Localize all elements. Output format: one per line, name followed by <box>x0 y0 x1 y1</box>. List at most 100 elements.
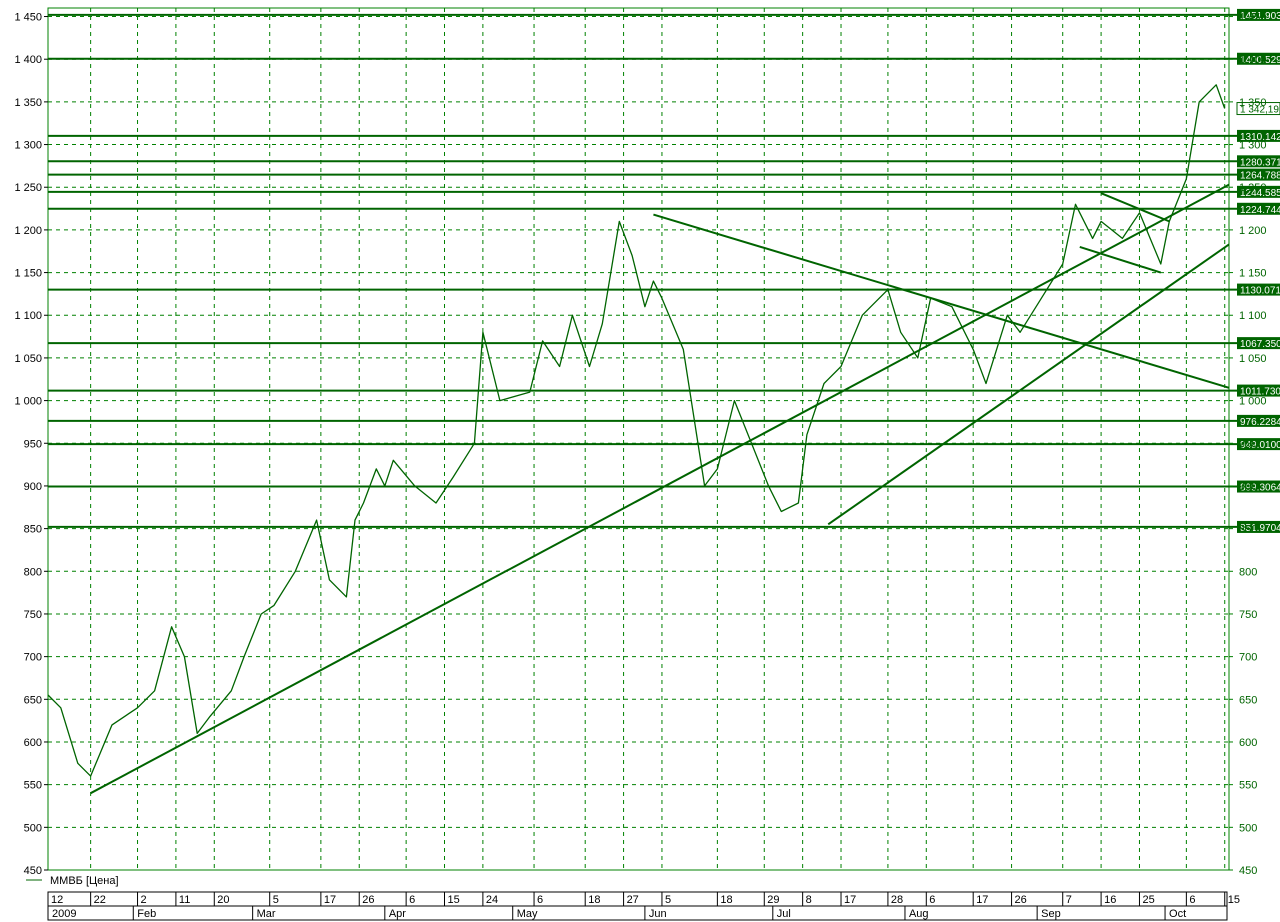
level-label: 1130.071 <box>1240 286 1280 297</box>
y-tick-label-right: 550 <box>1239 780 1257 792</box>
y-tick-label-right: 600 <box>1239 737 1257 749</box>
x-day-label: 5 <box>665 894 671 906</box>
y-tick-label-right: 1 000 <box>1239 396 1267 408</box>
y-tick-label-right: 500 <box>1239 822 1257 834</box>
x-month-label: Feb <box>137 908 156 920</box>
level-label-box <box>1237 337 1280 350</box>
y-tick-label: 1 300 <box>14 140 42 152</box>
y-tick-label: 1 450 <box>14 12 42 24</box>
x-day-label: 7 <box>1066 894 1072 906</box>
y-tick-label: 1 100 <box>14 310 42 322</box>
x-month-label: Sep <box>1041 908 1061 920</box>
level-label-box <box>1237 414 1280 427</box>
y-tick-label-right: 450 <box>1239 865 1257 877</box>
trendline <box>90 183 1230 795</box>
y-tick-label-right: 700 <box>1239 652 1257 664</box>
y-tick-label: 650 <box>24 694 42 706</box>
level-label-box <box>1237 155 1280 168</box>
x-day-label: 26 <box>362 894 374 906</box>
level-label-box <box>1237 168 1280 181</box>
x-day-label: 28 <box>891 894 903 906</box>
x-day-label: 6 <box>929 894 935 906</box>
trendline <box>653 213 1230 389</box>
y-tick-label: 1 150 <box>14 268 42 280</box>
trendlines <box>90 183 1230 795</box>
y-tick-label-right: 1 350 <box>1239 97 1267 109</box>
x-day-label: 17 <box>844 894 856 906</box>
y-tick-label: 1 400 <box>14 54 42 66</box>
level-lines: 1451.903 1400.529 1310.142 1280.371 1264.788… <box>48 8 1280 534</box>
level-label-box <box>1237 384 1280 397</box>
legend: ММВБ [Цена] <box>26 875 119 887</box>
y-axis-right: 1 450 1 400 1 350 1 300 1 250 1 200 1 150 1 100… <box>1229 12 1267 877</box>
x-day-label: 6 <box>409 894 415 906</box>
y-tick-label-right: 1 300 <box>1239 140 1267 152</box>
x-day-label: 11 <box>179 894 190 906</box>
x-day-label: 27 <box>627 894 639 906</box>
x-day-label: 15 <box>448 894 460 906</box>
trendline <box>1100 192 1170 223</box>
level-label: 1264.788 <box>1240 171 1280 182</box>
x-day-label: 15 <box>1228 894 1240 906</box>
y-tick-label: 850 <box>24 524 42 536</box>
y-tick-label-right: 1 400 <box>1239 54 1267 66</box>
level-label-box <box>1237 129 1280 142</box>
x-day-label: 6 <box>537 894 543 906</box>
y-axis-left: 1 450 1 400 1 350 1 300 1 250 1 200 1 150 1 100… <box>14 12 48 877</box>
level-label: 949.0100 <box>1240 440 1280 451</box>
level-label: 899.3064 <box>1240 483 1280 494</box>
y-tick-label-right: 1 450 <box>1239 12 1267 24</box>
y-tick-label: 1 000 <box>14 396 42 408</box>
x-day-label: 17 <box>976 894 988 906</box>
trendline <box>1079 246 1162 274</box>
y-tick-label-right: 750 <box>1239 609 1257 621</box>
level-label: 1011.730 <box>1240 387 1280 398</box>
y-tick-label-right: 1 150 <box>1239 268 1267 280</box>
level-label: 976.2284 <box>1240 417 1280 428</box>
level-label: 1451.903 <box>1240 11 1280 22</box>
y-tick-label: 600 <box>24 737 42 749</box>
x-day-label: 12 <box>51 894 63 906</box>
x-month-label: Mar <box>257 908 276 920</box>
level-label-box <box>1237 438 1280 451</box>
x-day-label: 6 <box>1189 894 1195 906</box>
x-month-label: 2009 <box>52 908 76 920</box>
y-tick-label: 1 200 <box>14 225 42 237</box>
y-tick-label-right: 1 100 <box>1239 310 1267 322</box>
y-tick-label: 500 <box>24 822 42 834</box>
level-label-box <box>1237 202 1280 215</box>
y-tick-label-right: 900 <box>1239 481 1257 493</box>
x-month-label: Oct <box>1169 908 1186 920</box>
level-label-box <box>1237 283 1280 296</box>
plot-frame <box>47 7 1230 871</box>
x-day-label: 20 <box>217 894 229 906</box>
x-day-label: 29 <box>767 894 779 906</box>
x-day-label: 5 <box>273 894 279 906</box>
level-label-box <box>1237 8 1280 21</box>
y-tick-label: 550 <box>24 780 42 792</box>
y-tick-label: 450 <box>24 865 42 877</box>
level-label-box <box>1237 185 1280 198</box>
y-tick-label: 700 <box>24 652 42 664</box>
x-day-label: 17 <box>324 894 336 906</box>
level-label: 1244.585 <box>1240 188 1280 199</box>
x-month-label: Apr <box>389 908 406 920</box>
y-tick-label-right: 800 <box>1239 566 1257 578</box>
level-label: 1067.350 <box>1240 339 1280 350</box>
y-tick-label-right: 1 200 <box>1239 225 1267 237</box>
y-tick-label-right: 1 050 <box>1239 353 1267 365</box>
y-tick-label: 1 250 <box>14 182 42 194</box>
x-day-label: 16 <box>1104 894 1116 906</box>
x-month-label: May <box>517 908 538 920</box>
price-line <box>47 84 1226 777</box>
grid <box>47 7 1230 871</box>
trendline <box>827 243 1230 526</box>
x-month-label: Jul <box>777 908 791 920</box>
last-value-box <box>1236 102 1280 116</box>
x-day-label: 25 <box>1142 894 1154 906</box>
x-day-label: 22 <box>94 894 106 906</box>
price-series <box>47 84 1226 777</box>
level-label: 1224.744 <box>1240 205 1280 216</box>
level-label-box <box>1237 52 1280 65</box>
